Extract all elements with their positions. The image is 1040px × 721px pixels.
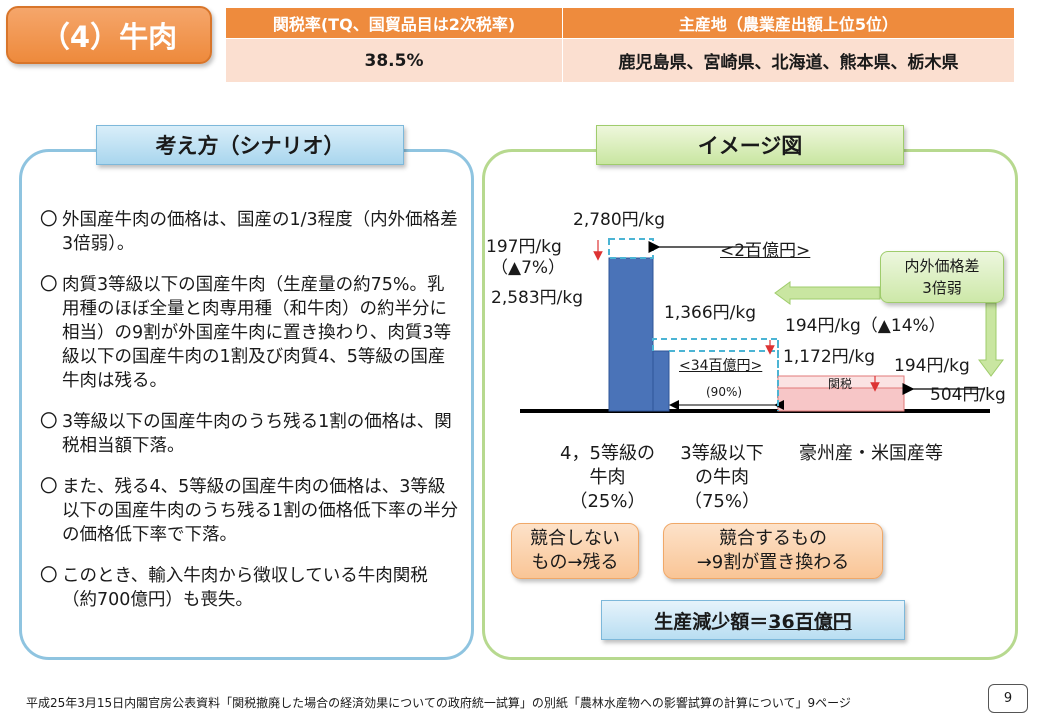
bar-grade3-replaced	[652, 338, 779, 411]
bar-grade3-remaining	[652, 350, 670, 412]
price-1366-label: 1,366円/kg	[664, 303, 757, 323]
production-header: 主産地（農業産出額上位5位）	[562, 7, 1015, 39]
price-gap-arrow	[774, 281, 881, 305]
image-heading: イメージ図	[596, 125, 904, 165]
circle-bullet-icon: 〇	[40, 210, 58, 230]
circle-bullet-icon: 〇	[40, 412, 58, 432]
section-title: （4）牛肉	[6, 6, 212, 64]
price-194b-label: 194円/kg	[894, 356, 970, 376]
price-1172-label: 1,172円/kg	[783, 347, 876, 367]
circle-bullet-icon: 〇	[40, 275, 58, 295]
price-2583-label: 2,583円/kg	[491, 288, 584, 308]
page-number: 9	[988, 684, 1028, 713]
pct-90-label: (90%)	[706, 385, 743, 399]
list-item: 〇また、残る4、5等級の国産牛肉の価格は、3等級以下の国産牛肉のうち残る1割の価…	[40, 477, 459, 545]
scenario-panel	[19, 149, 474, 660]
category-grade3: 3等級以下 の牛肉 （75%）	[680, 443, 764, 512]
price-2780-label: 2,780円/kg	[573, 210, 666, 230]
tariff-label: 関税	[828, 377, 853, 391]
price-gap-box: 内外価格差 3倍弱	[880, 251, 1004, 303]
price-194a-label: 194円/kg（▲14%）	[785, 316, 946, 336]
category-import: 豪州産・米国産等	[799, 443, 943, 464]
list-item: 〇外国産牛肉の価格は、国産の1/3程度（内外価格差3倍弱）。	[40, 210, 458, 254]
bar-grade45	[608, 257, 654, 412]
price-504-label: 504円/kg	[930, 385, 1006, 405]
category-grade45: 4，5等級の 牛肉 （25%）	[560, 443, 655, 512]
price-197-pct-label: （▲7%）	[491, 258, 566, 278]
scenario-heading: 考え方（シナリオ）	[96, 125, 404, 165]
price-gap-down-arrow	[978, 302, 1004, 377]
circle-bullet-icon: 〇	[40, 477, 58, 497]
price-197-label: 197円/kg	[486, 237, 562, 257]
list-item: 〇肉質3等級以下の国産牛肉（生産量の約75%。乳用種のほぼ全量と肉専用種（和牛肉…	[40, 275, 452, 391]
list-item: 〇このとき、輸入牛肉から徴収している牛肉関税（約700億円）も喪失。	[40, 566, 428, 610]
bar-grade45-loss	[608, 238, 654, 259]
noncompete-box: 競合しない もの→残る	[511, 523, 639, 579]
loss-34-label: <34百億円>	[679, 358, 763, 374]
compete-box: 競合するもの →9割が置き換わる	[663, 523, 883, 579]
circle-bullet-icon: 〇	[40, 566, 58, 586]
list-item: 〇 3等級以下の国産牛肉のうち残る1割の価格は、関税相当額下落。	[40, 412, 452, 456]
production-loss-box: 生産減少額＝ 36百億円	[601, 600, 905, 640]
tariff-value: 38.5%	[225, 38, 563, 83]
source-footer: 平成25年3月15日内閣官房公表資料「関税撤廃した場合の経済効果についての政府統…	[26, 696, 851, 710]
production-value: 鹿児島県、宮崎県、北海道、熊本県、栃木県	[562, 38, 1015, 83]
scenario-list: 〇外国産牛肉の価格は、国産の1/3程度（内外価格差3倍弱）。 〇肉質3等級以下の…	[40, 208, 460, 629]
loss-2-label: <2百億円>	[720, 241, 811, 261]
tariff-table: 関税率(TQ、国貿品目は2次税率) 主産地（農業産出額上位5位） 38.5% 鹿…	[225, 7, 1015, 83]
